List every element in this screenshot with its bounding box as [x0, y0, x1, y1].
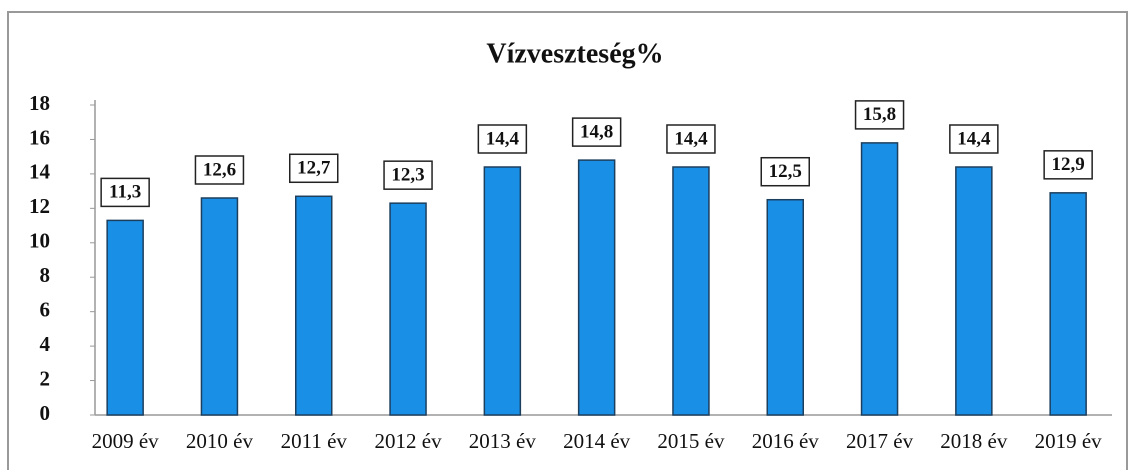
y-tick-label: 18	[29, 91, 50, 115]
x-tick-label: 2009 év	[92, 429, 160, 453]
value-label: 12,9	[1052, 154, 1085, 175]
y-tick-label: 10	[29, 229, 50, 253]
y-tick-label: 6	[40, 297, 51, 321]
value-label-box	[1043, 150, 1093, 180]
bar	[1049, 192, 1087, 416]
x-tick-label: 2014 év	[563, 429, 631, 453]
y-tick-label: 2	[40, 366, 51, 390]
value-label-box	[194, 155, 245, 185]
value-label: 14,4	[486, 128, 520, 149]
value-label: 12,6	[203, 159, 236, 180]
x-tick-label: 2016 év	[752, 429, 820, 453]
y-tick-label: 4	[40, 332, 51, 356]
value-label: 12,3	[391, 165, 424, 186]
value-label: 15,8	[863, 104, 896, 125]
bar	[766, 198, 804, 416]
bar	[577, 159, 616, 416]
x-tick-label: 2012 év	[375, 429, 443, 453]
y-tick-label: 12	[29, 194, 50, 218]
bar	[860, 142, 899, 416]
value-label: 11,3	[109, 182, 141, 203]
x-tick-label: 2017 év	[846, 429, 914, 453]
value-label-box	[949, 124, 999, 154]
bar	[106, 219, 144, 416]
chart-border	[7, 11, 1128, 470]
bar	[672, 166, 710, 416]
value-label-box	[100, 177, 150, 208]
value-label-box	[760, 156, 810, 187]
y-tick-label: 0	[40, 401, 51, 425]
y-tick-label: 16	[29, 125, 50, 149]
bar	[955, 166, 993, 416]
x-tick-label: 2019 év	[1035, 429, 1103, 453]
value-label: 12,7	[297, 158, 331, 179]
y-tick-label: 14	[29, 160, 51, 184]
value-label-box	[854, 100, 905, 130]
value-label-box	[666, 124, 716, 154]
value-label-box	[289, 153, 339, 184]
value-label-box	[571, 117, 622, 147]
value-label-box	[383, 160, 433, 190]
x-tick-label: 2013 év	[469, 429, 537, 453]
chart-title: Vízveszteség%	[486, 38, 663, 69]
y-tick-label: 8	[40, 263, 51, 287]
x-tick-label: 2010 év	[186, 429, 254, 453]
value-label-box	[477, 124, 528, 154]
x-tick-label: 2011 év	[281, 429, 348, 453]
bar	[389, 202, 427, 416]
value-label: 12,5	[769, 161, 802, 182]
x-tick-label: 2015 év	[657, 429, 725, 453]
x-tick-label: 2018 év	[940, 429, 1008, 453]
bar	[295, 195, 333, 416]
bar	[483, 166, 522, 416]
value-label: 14,4	[674, 128, 708, 149]
bar	[200, 197, 239, 416]
value-label: 14,4	[957, 128, 991, 149]
value-label: 14,8	[580, 121, 613, 142]
